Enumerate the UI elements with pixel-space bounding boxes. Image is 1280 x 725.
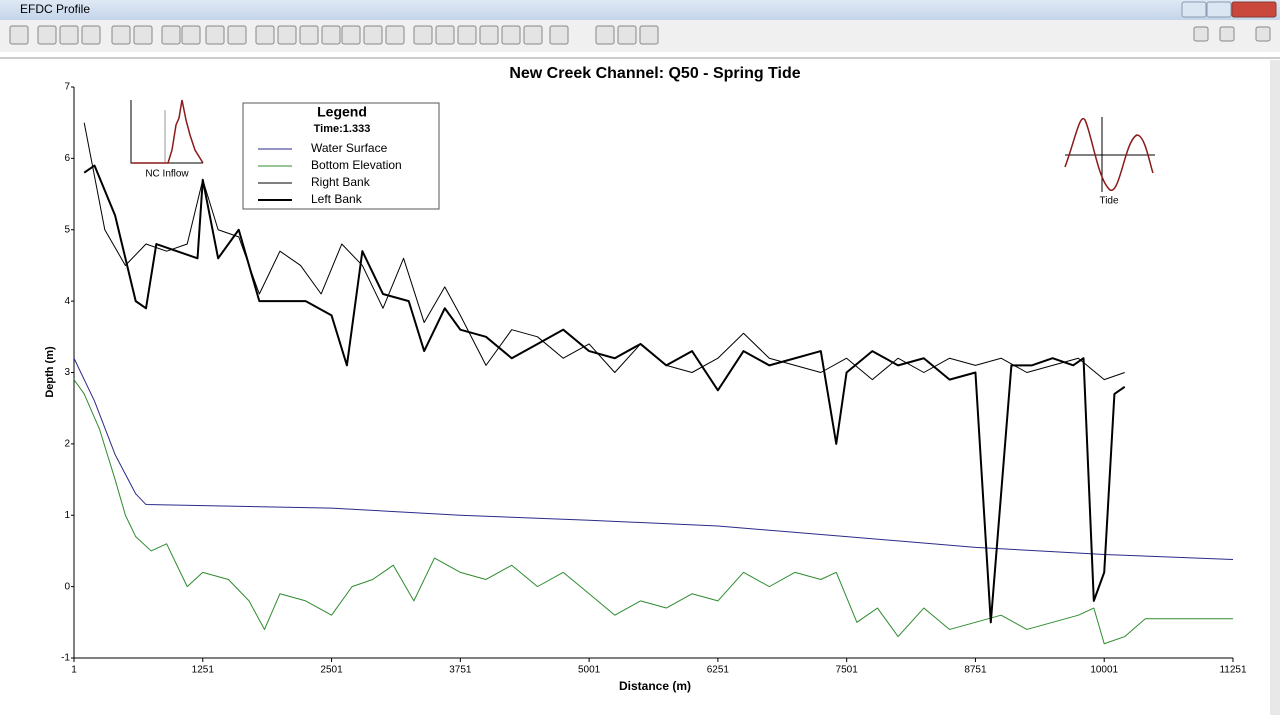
toolbar-button[interactable] (59, 25, 79, 45)
x-axis-label: Distance (m) (619, 679, 691, 693)
x-tick-label: 8751 (964, 665, 987, 676)
toolbar-button[interactable] (205, 25, 225, 45)
x-tick-label: 5001 (578, 665, 601, 676)
y-axis-label: Depth (m) (44, 346, 56, 398)
toolbar-button[interactable] (227, 25, 247, 45)
y-tick-label: 0 (64, 581, 70, 592)
scrollbar[interactable] (1270, 60, 1280, 715)
chart-title: New Creek Channel: Q50 - Spring Tide (509, 65, 800, 82)
y-tick-label: 7 (64, 82, 70, 93)
y-tick-label: 2 (64, 439, 70, 450)
toolbar-button[interactable] (501, 25, 521, 45)
toolbar-button[interactable] (479, 25, 499, 45)
toolbar-button[interactable] (81, 25, 101, 45)
y-tick-label: 3 (64, 367, 70, 378)
legend-title: Legend (317, 104, 367, 120)
data-line (73, 379, 1233, 645)
toolbar-button[interactable] (617, 25, 637, 45)
toolbar-button[interactable] (435, 25, 455, 45)
inset-label: NC Inflow (145, 169, 189, 180)
x-tick-label: 1251 (192, 665, 215, 676)
toolbar-button[interactable] (255, 25, 275, 45)
toolbar-button[interactable] (341, 25, 361, 45)
toolbar-button[interactable] (37, 25, 57, 45)
toolbar-button[interactable] (9, 25, 29, 45)
toolbar-button[interactable] (363, 25, 383, 45)
toolbar-button[interactable] (1219, 26, 1235, 42)
x-tick-label: 11251 (1219, 665, 1247, 676)
toolbar-button[interactable] (385, 25, 405, 45)
legend-label: Bottom Elevation (311, 158, 402, 172)
toolbar-button[interactable] (133, 25, 153, 45)
window-title: EFDC Profile (20, 2, 90, 16)
toolbar-button[interactable] (457, 25, 477, 45)
toolbar-button[interactable] (161, 25, 181, 45)
x-tick-label: 7501 (836, 665, 859, 676)
legend-label: Left Bank (311, 192, 363, 206)
toolbar-button[interactable] (523, 25, 543, 45)
legend-label: Right Bank (311, 175, 371, 189)
y-tick-label: 6 (64, 153, 70, 164)
inset-label: Tide (1099, 196, 1119, 207)
x-tick-label: 3751 (449, 665, 472, 676)
x-tick-label: 2501 (320, 665, 343, 676)
x-tick-label: 6251 (707, 665, 730, 676)
toolbar-button[interactable] (549, 25, 569, 45)
legend-subtitle: Time:1.333 (314, 123, 371, 135)
data-line (83, 164, 1126, 624)
toolbar-button[interactable] (321, 25, 341, 45)
legend-label: Water Surface (311, 141, 388, 155)
title-bar (0, 0, 1280, 20)
minimize-button[interactable] (1181, 1, 1207, 18)
maximize-button[interactable] (1206, 1, 1232, 18)
toolbar-button[interactable] (413, 25, 433, 45)
nc-inflow-inset: NC Inflow (130, 99, 204, 180)
legend-box (242, 102, 440, 210)
toolbar-buttons (9, 25, 1271, 45)
data-line (83, 122, 1125, 381)
x-tick-label: 1 (71, 665, 77, 676)
y-tick-label: 4 (64, 296, 70, 307)
x-tick-label: 10001 (1090, 665, 1118, 676)
toolbar-button[interactable] (1255, 26, 1271, 42)
toolbar-button[interactable] (639, 25, 659, 45)
toolbar-button[interactable] (181, 25, 201, 45)
toolbar-button[interactable] (1193, 26, 1209, 42)
toolbar-button[interactable] (111, 25, 131, 45)
toolbar-button[interactable] (595, 25, 615, 45)
y-tick-label: 5 (64, 224, 70, 235)
toolbar-button[interactable] (299, 25, 319, 45)
y-tick-label: -1 (61, 653, 70, 664)
tide-inset: Tide (1064, 117, 1155, 207)
close-button[interactable] (1231, 1, 1277, 18)
toolbar-button[interactable] (277, 25, 297, 45)
y-tick-label: 1 (64, 510, 70, 521)
data-line (73, 358, 1234, 561)
